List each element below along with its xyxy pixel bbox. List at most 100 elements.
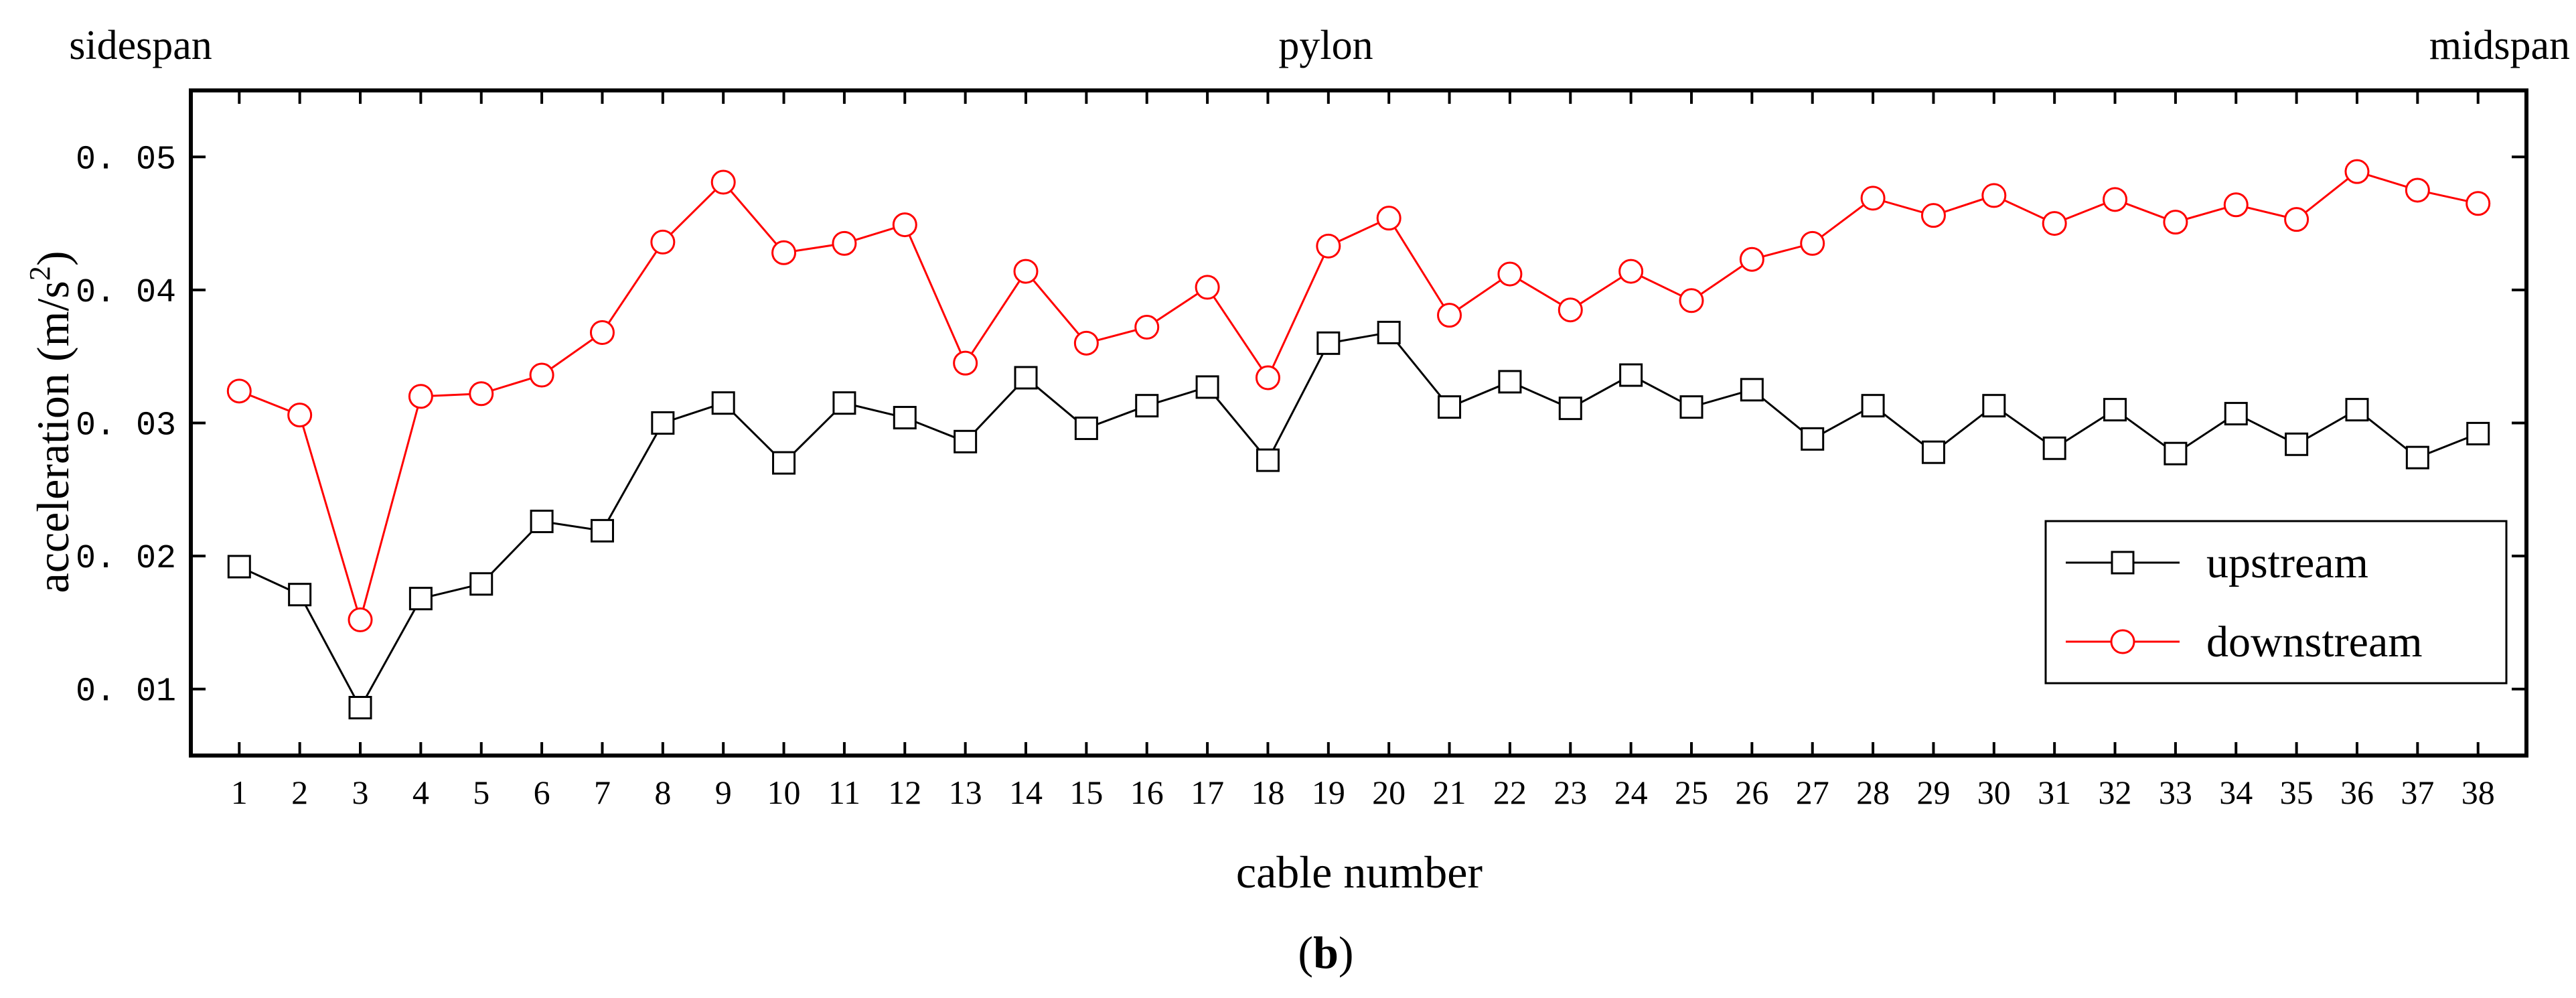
x-tick-label: 20 [1372,774,1406,811]
y-tick-label: 0. 04 [76,274,176,312]
legend-upstream-label: upstream [2206,539,2368,587]
x-tick-label: 38 [2461,774,2495,811]
x-tick-label: 13 [949,774,982,811]
x-tick-label: 31 [2038,774,2071,811]
downstream-point [1134,315,1160,340]
upstream-point [2164,441,2188,466]
upstream-point [2224,402,2248,426]
upstream-point [1438,395,1462,419]
upstream-point [1982,394,2006,418]
x-tick-label: 3 [352,774,369,811]
x-tick-label: 26 [1735,774,1768,811]
upstream-point [954,429,978,453]
downstream-point [529,362,554,388]
downstream-point [771,240,797,265]
panel-caption-open: ( [1298,927,1313,978]
x-tick-label: 36 [2340,774,2374,811]
downstream-point [1073,330,1099,356]
upstream-point [469,572,494,596]
x-tick-label: 6 [534,774,550,811]
downstream-point [1739,246,1764,272]
y-tick-label: 0. 01 [76,673,176,711]
x-tick-label: 4 [412,774,429,811]
x-tick-label: 8 [654,774,671,811]
upstream-point [651,411,675,435]
x-tick-label: 28 [1856,774,1890,811]
upstream-point [1619,363,1643,387]
x-tick-label: 12 [888,774,921,811]
downstream-point [589,319,615,345]
legend-downstream-label: downstream [2206,618,2423,666]
legend-downstream-marker [2110,629,2135,654]
upstream-point [1558,397,1582,421]
upstream-point [1861,394,1885,418]
upstream-point [1740,378,1764,402]
top-label-sidespan: sidespan [69,23,212,68]
legend-box [2044,520,2508,685]
upstream-point [288,583,312,607]
upstream-point [530,509,554,533]
x-tick-label: 17 [1191,774,1224,811]
x-tick-label: 33 [2159,774,2192,811]
downstream-point [1376,206,1401,231]
downstream-point [1013,259,1039,284]
upstream-point [408,587,433,611]
upstream-point [1801,427,1825,451]
downstream-point [1920,203,1946,228]
downstream-point [408,384,433,409]
downstream-point [2042,211,2067,236]
upstream-point [1679,395,1703,419]
downstream-point [2466,191,2491,216]
y-axis: 0. 01 0. 02 0. 03 0. 04 0. 05 [76,141,2526,711]
downstream-point [1437,303,1462,328]
x-tick-label: 27 [1796,774,1829,811]
upstream-point [1256,448,1280,472]
downstream-point [650,229,676,255]
upstream-point [1074,416,1098,440]
upstream-point [772,451,796,475]
downstream-point [710,169,736,195]
x-tick-label: 19 [1312,774,1345,811]
downstream-point [2344,159,2370,184]
panel-caption: (b) [1298,927,1353,978]
y-axis-title-superscript: 2 [23,266,56,281]
downstream-point [2284,207,2309,232]
downstream-point [1558,297,1583,323]
upstream-point [2466,421,2490,445]
x-tick-label: 37 [2401,774,2434,811]
series-downstream [226,159,2491,632]
downstream-point [469,381,494,407]
x-tick-label: 30 [1977,774,2011,811]
downstream-point [892,212,917,238]
downstream-point [2103,187,2128,212]
x-tick-label: 11 [828,774,860,811]
downstream-point [348,607,373,632]
x-tick-label: 32 [2099,774,2132,811]
downstream-point [1255,365,1280,390]
upstream-point [832,391,856,415]
y-tick-label: 0. 03 [76,407,176,445]
upstream-point [2103,398,2127,422]
upstream-point [2285,432,2309,456]
x-tick-label: 23 [1554,774,1587,811]
y-axis-title-main: acceleration (m/s [27,281,78,593]
upstream-point [1921,440,1945,464]
downstream-point [1679,288,1704,313]
downstream-point [1981,183,2007,208]
upstream-point [1014,366,1038,390]
legend-upstream-marker [2111,551,2135,575]
x-tick-label: 9 [715,774,732,811]
x-tick-label: 2 [291,774,308,811]
downstream-point [953,350,978,376]
y-tick-label: 0. 02 [76,540,176,578]
downstream-point [832,230,857,256]
top-label-pylon: pylon [1278,23,1373,68]
series-upstream [227,320,2490,720]
downstream-point [1195,275,1220,300]
x-tick-label: 21 [1433,774,1466,811]
panel-caption-letter: b [1313,927,1339,978]
y-tick-label: 0. 05 [76,141,176,179]
x-axis-title: cable number [1236,847,1483,898]
upstream-point [1195,375,1219,399]
